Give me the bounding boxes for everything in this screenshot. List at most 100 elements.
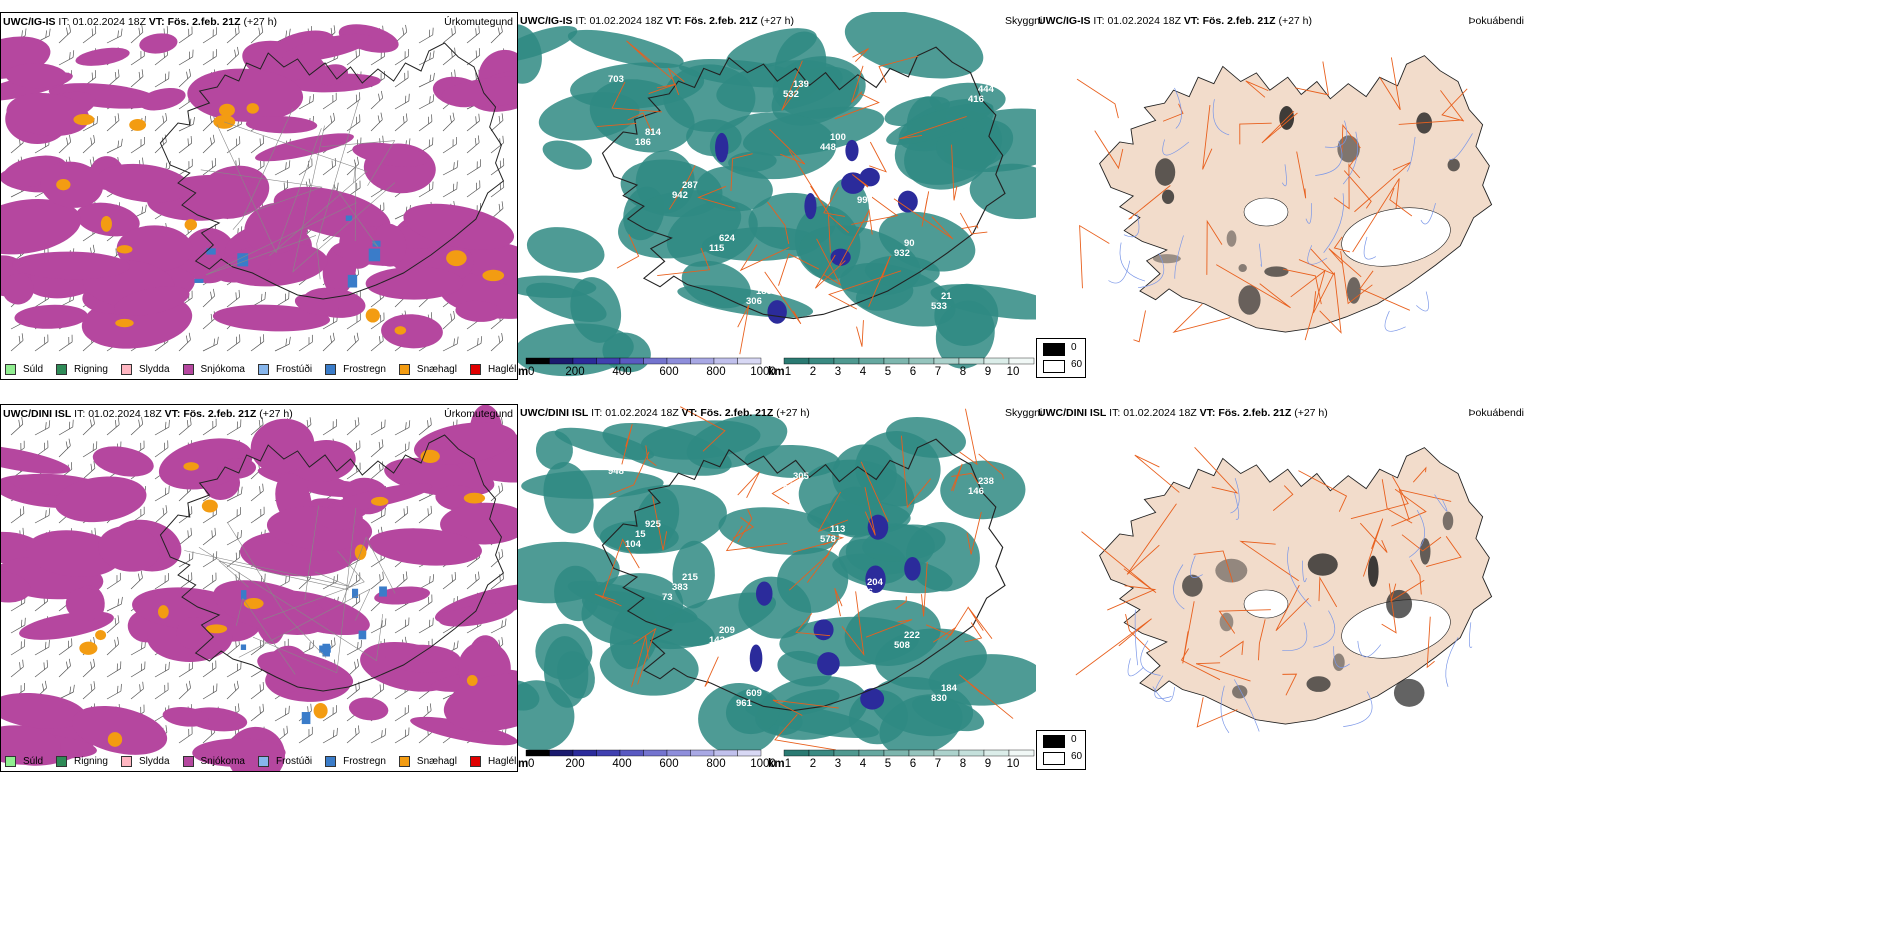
colorbar-cell xyxy=(525,749,550,757)
visibility-value-label: 994 xyxy=(857,195,874,206)
colorbar-tick: 800 xyxy=(706,366,725,378)
colorbar-tick: 200 xyxy=(565,366,584,378)
legend-label: Haglél xyxy=(487,756,517,767)
legend-swatch xyxy=(56,756,68,767)
colorbar-cell xyxy=(737,749,762,757)
panel-header: UWC/DINI ISL IT: 01.02.2024 18Z VT: Fös.… xyxy=(1038,407,1328,419)
visibility-value-label: 139 xyxy=(793,79,809,90)
visibility-value-label: 21 xyxy=(941,291,952,302)
legend-swatch xyxy=(120,364,132,375)
colorbar-cell xyxy=(783,749,810,757)
visibility-value-label: 185 xyxy=(756,286,773,297)
fog-legend-swatch-0 xyxy=(1043,735,1065,748)
colorbar-cell xyxy=(858,357,885,365)
legend-label: Rigning xyxy=(74,364,108,375)
panel-title: Skyggni xyxy=(1005,407,1043,419)
colorbar-cell xyxy=(737,357,762,365)
visibility-value-label: 814 xyxy=(645,127,662,138)
panel-header: UWC/DINI ISL IT: 01.02.2024 18Z VT: Fös.… xyxy=(3,408,293,420)
colorbar-cell xyxy=(983,357,1010,365)
fog-legend-label-0: 0 xyxy=(1071,734,1077,745)
fog-legend-label-0: 0 xyxy=(1071,342,1077,353)
visibility-value-label: 925 xyxy=(645,519,662,530)
fog-map xyxy=(1075,446,1493,734)
svg-text:km: km xyxy=(768,366,785,378)
colorbar-tick: 5 xyxy=(885,758,891,770)
visibility-map: 7038142876241851391002209021444186942115… xyxy=(518,12,1036,377)
legend-swatch xyxy=(398,364,410,375)
colorbar-cell xyxy=(808,357,835,365)
visibility-value-label: 220 xyxy=(867,185,883,196)
colorbar-cell xyxy=(833,749,860,757)
legend-label: Frostúði xyxy=(275,364,313,375)
colorbar-tick: 10 xyxy=(1007,758,1020,770)
colorbar-tick: 1000 xyxy=(750,758,776,770)
visibility-value-label: 209 xyxy=(719,625,735,636)
legend-swatch xyxy=(182,364,194,375)
legend-swatch xyxy=(469,756,481,767)
road-network xyxy=(594,406,1014,751)
colorbar-cell xyxy=(619,357,644,365)
legend-label: Slydda xyxy=(138,756,170,767)
legend-item-snæhagl: Snæhagl xyxy=(398,364,457,375)
colorbar-cell xyxy=(549,357,574,365)
colorbar-tick: 7 xyxy=(935,366,941,378)
colorbar-tick: 600 xyxy=(659,366,678,378)
visibility-value-label: 383 xyxy=(672,582,688,593)
precip-map xyxy=(1,405,517,771)
visibility-value-label: 948 xyxy=(608,466,624,477)
colorbar-cell xyxy=(958,357,985,365)
colorbar-tick: 1000 xyxy=(750,366,776,378)
glacier xyxy=(1243,197,1289,227)
legend-item-slydda: Slydda xyxy=(120,364,170,375)
legend-swatch xyxy=(5,756,16,767)
colorbar-cell xyxy=(525,357,550,365)
colorbar-cell xyxy=(983,749,1010,757)
visibility-value-label: 90 xyxy=(904,238,915,249)
legend-item-frostúði: Frostúði xyxy=(257,364,313,375)
legend-label: Snæhagl xyxy=(416,756,457,767)
visibility-value-label: 578 xyxy=(820,534,836,545)
colorbar-tick: 1 xyxy=(785,758,791,770)
fog-legend-swatch-60 xyxy=(1043,752,1065,765)
colorbar-cell xyxy=(596,357,621,365)
colorbar-tick: 4 xyxy=(860,366,867,378)
legend-item-rigning: Rigning xyxy=(56,364,108,375)
legend-swatch xyxy=(257,756,269,767)
colorbar-cell xyxy=(933,357,960,365)
visibility-value-label: 184 xyxy=(941,683,958,694)
visibility-value-label: 222 xyxy=(904,630,920,641)
precip-type-panel-1: UWC/IG-IS IT: 01.02.2024 18Z VT: Fös. 2.… xyxy=(0,12,518,380)
colorbar-cell xyxy=(833,357,860,365)
colorbar-tick: 9 xyxy=(985,366,991,378)
colorbar-cell xyxy=(549,749,574,757)
colorbar-tick: 5 xyxy=(885,366,891,378)
legend-swatch xyxy=(56,364,68,375)
colorbar-cell xyxy=(690,749,715,757)
visibility-value-label: 932 xyxy=(894,248,910,259)
fog-legend: 0 60 xyxy=(1036,730,1086,770)
colorbar-cell xyxy=(933,749,960,757)
visibility-value-label: 508 xyxy=(894,640,910,651)
colorbar-cell xyxy=(1008,357,1035,365)
visibility-value-label: 961 xyxy=(736,698,753,709)
fog-legend: 0 60 xyxy=(1036,338,1086,378)
visibility-value-label: 287 xyxy=(682,180,698,191)
panel-title: Þokuábendi xyxy=(1468,15,1524,27)
colorbar-cell xyxy=(858,749,885,757)
colorbar-cell xyxy=(643,749,668,757)
visibility-value-label: 73 xyxy=(662,592,673,603)
colorbar-cell xyxy=(883,749,910,757)
fog-legend-label-60: 60 xyxy=(1071,359,1083,370)
glacier xyxy=(1243,589,1289,619)
legend-item-frostúði: Frostúði xyxy=(257,756,312,767)
legend-swatch xyxy=(398,756,410,767)
fog-panel-2: UWC/DINI ISL IT: 01.02.2024 18Z VT: Fös.… xyxy=(1036,404,1526,772)
legend-label: Rigning xyxy=(74,756,108,767)
fog-legend-swatch-60 xyxy=(1043,360,1065,373)
colorbar-cell xyxy=(666,749,691,757)
legend-swatch xyxy=(182,756,194,767)
low-visibility-areas xyxy=(518,414,1036,757)
fog-panel-1: UWC/IG-IS IT: 01.02.2024 18Z VT: Fös. 2.… xyxy=(1036,12,1526,380)
